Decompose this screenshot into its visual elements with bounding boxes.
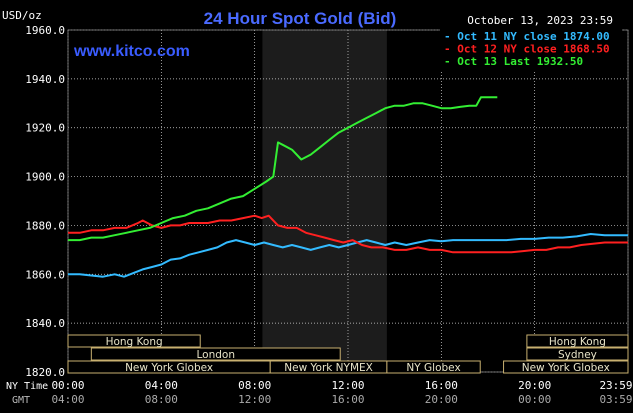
session-bar xyxy=(526,334,629,348)
x-tick-label-gmt: 12:00 xyxy=(238,393,271,406)
legend-box xyxy=(440,27,622,71)
session-label: NY Globex xyxy=(406,362,460,374)
legend: - Oct 11 NY close 1874.00- Oct 12 NY clo… xyxy=(440,27,622,71)
session-label: London xyxy=(197,349,236,361)
session-label: Hong Kong xyxy=(106,336,163,348)
y-tick-labels: 1820.0 1840.0 1860.0 1880.0 1900.0 1920.0 1940… xyxy=(25,24,65,379)
x-tick-label-gmt: 00:00 xyxy=(518,393,551,406)
x-tick-label-gmt: 16:00 xyxy=(331,393,364,406)
legend-entry-3: - Oct 13 Last 1932.50 xyxy=(444,55,583,68)
session-label: Hong Kong xyxy=(549,336,606,348)
y-tick-label: 1820.0 xyxy=(25,366,65,379)
series-line-3 xyxy=(68,96,498,242)
y-tick-label: 1880.0 xyxy=(25,219,65,232)
session-label: New York Globex xyxy=(522,362,610,374)
x-tick-label-gmt: 20:00 xyxy=(425,393,458,406)
session-bar xyxy=(503,360,629,374)
x-tick-label-ny: 12:00 xyxy=(331,379,364,392)
series-line-2 xyxy=(68,214,628,254)
legend-entry-1: - Oct 11 NY close 1874.00 xyxy=(444,30,610,43)
y-tick-label: 1920.0 xyxy=(25,122,65,135)
session-label: New York NYMEX xyxy=(284,362,373,374)
x-tick-label-ny: 04:00 xyxy=(145,379,178,392)
x-tick-labels: 00:0004:0004:0008:0008:0012:0012:0016:00… xyxy=(51,379,632,406)
y-tick-label: 1960.0 xyxy=(25,24,65,37)
shaded-band xyxy=(262,30,387,372)
x-tick-label-ny: 00:00 xyxy=(51,379,84,392)
series-layer xyxy=(68,96,628,278)
x-tick-label-ny: 20:00 xyxy=(518,379,551,392)
shaded-band-layer xyxy=(262,30,387,372)
session-bar xyxy=(526,347,629,361)
y-tick-label: 1840.0 xyxy=(25,317,65,330)
session-bar xyxy=(67,334,201,348)
session-label: Sydney xyxy=(558,349,597,361)
date-label: October 13, 2023 23:59 xyxy=(467,14,613,27)
y-tick-label: 1940.0 xyxy=(25,73,65,86)
x-tick-label-gmt: 04:00 xyxy=(51,393,84,406)
session-label: New York Globex xyxy=(125,362,213,374)
chart-title: 24 Hour Spot Gold (Bid) xyxy=(204,9,397,28)
series-line-1 xyxy=(68,233,628,278)
y-unit-label: USD/oz xyxy=(2,9,42,22)
session-bar xyxy=(90,347,341,361)
x-tick-label-ny: 23:59 xyxy=(599,379,632,392)
x-tick-label-gmt: 03:59 xyxy=(599,393,632,406)
legend-entry-2: - Oct 12 NY close 1868.50 xyxy=(444,43,610,56)
x-tick-label-ny: 08:00 xyxy=(238,379,271,392)
website-label: www.kitco.com xyxy=(73,43,190,60)
ny-time-caption: NY Time xyxy=(6,381,48,392)
y-tick-label: 1860.0 xyxy=(25,268,65,281)
y-tick-label: 1900.0 xyxy=(25,171,65,184)
gmt-caption: GMT xyxy=(12,395,30,406)
x-tick-label-gmt: 08:00 xyxy=(145,393,178,406)
x-tick-label-ny: 16:00 xyxy=(425,379,458,392)
session-bar xyxy=(386,360,481,374)
